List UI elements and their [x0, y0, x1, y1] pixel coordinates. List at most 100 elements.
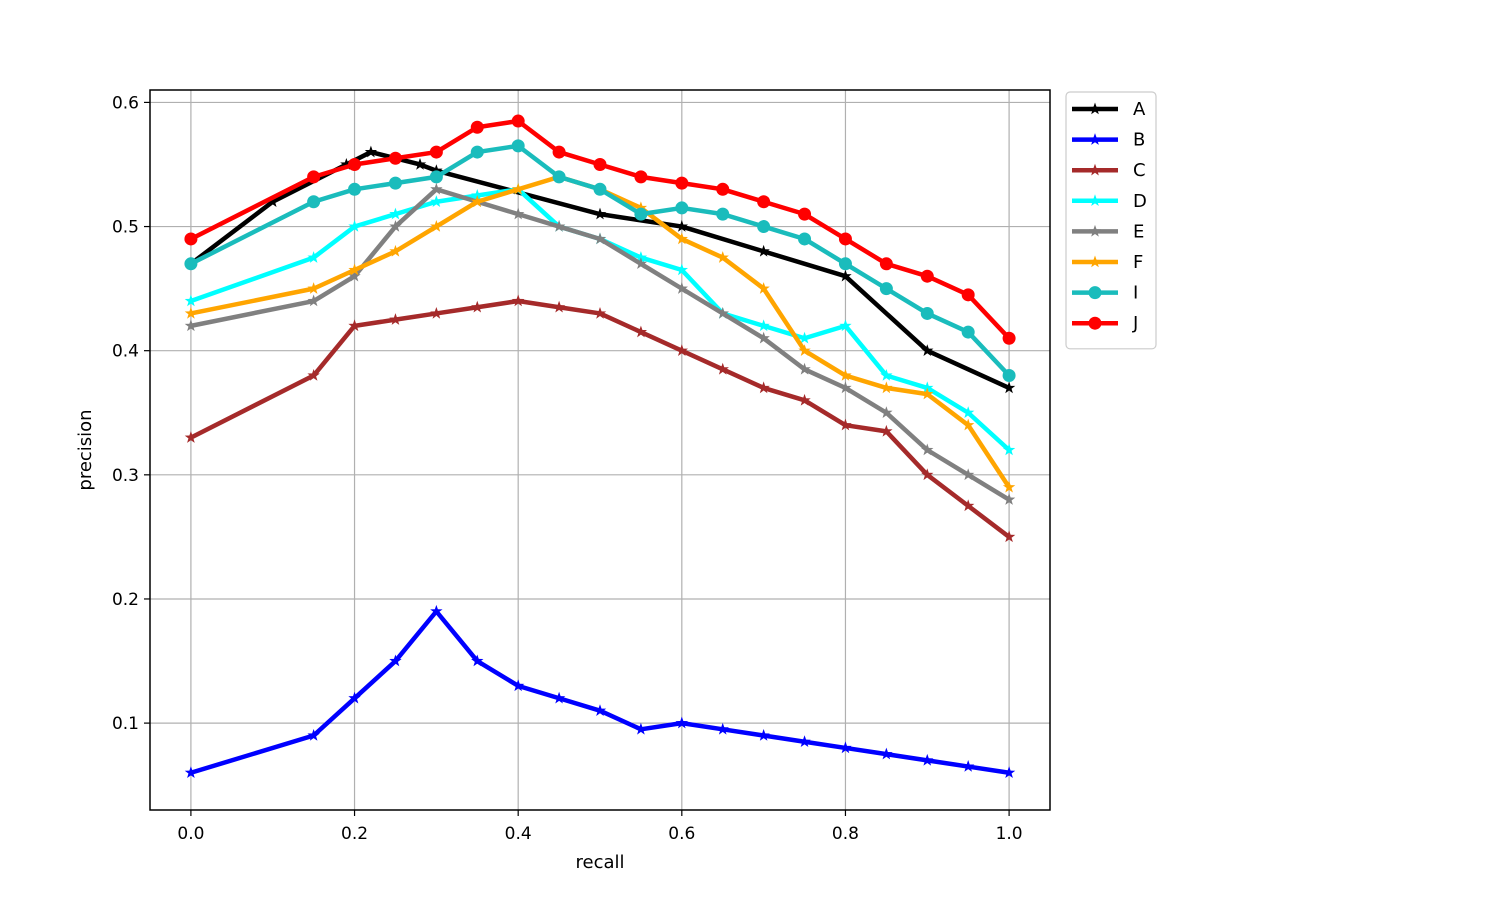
- data-point-c: [634, 325, 648, 338]
- data-point-c: [593, 306, 607, 319]
- data-point-d: [471, 189, 484, 201]
- legend-marker-i: [1088, 286, 1102, 300]
- data-point-f: [962, 418, 975, 431]
- data-point-e: [389, 220, 402, 232]
- y-tick-label: 0.1: [112, 714, 139, 734]
- data-point-e: [430, 182, 443, 195]
- y-axis-label: precision: [75, 409, 96, 490]
- legend-marker-a: [1088, 102, 1102, 115]
- data-point-e: [307, 294, 320, 307]
- data-point-f: [880, 381, 893, 394]
- x-axis-label: recall: [575, 852, 624, 873]
- legend-label-i: I: [1133, 283, 1138, 304]
- data-point-i: [675, 201, 689, 215]
- data-point-d: [184, 294, 198, 307]
- data-point-i: [634, 207, 648, 221]
- data-point-e: [716, 306, 729, 319]
- data-point-f: [921, 387, 934, 400]
- data-point-a: [1002, 381, 1016, 394]
- data-point-j: [716, 182, 730, 196]
- data-point-a: [340, 157, 353, 170]
- data-point-e: [880, 406, 893, 419]
- data-point-i: [838, 257, 852, 271]
- data-point-b: [307, 729, 320, 741]
- data-point-c: [921, 468, 934, 481]
- data-point-b: [471, 654, 484, 667]
- data-point-f: [675, 232, 688, 245]
- data-point-b: [962, 760, 975, 772]
- data-point-a: [675, 220, 688, 232]
- data-point-b: [593, 704, 607, 716]
- data-point-b: [839, 741, 852, 754]
- data-point-i: [184, 257, 198, 271]
- data-point-c: [1002, 530, 1016, 543]
- data-point-j: [593, 157, 607, 171]
- data-point-c: [880, 424, 893, 437]
- data-point-f: [307, 282, 320, 294]
- data-point-c: [307, 369, 320, 381]
- data-point-i: [961, 325, 975, 339]
- legend-item-c: C: [1072, 160, 1146, 181]
- series-e: [184, 182, 1016, 505]
- data-point-j: [307, 170, 321, 184]
- data-point-d: [798, 331, 811, 344]
- legend-label-f: F: [1133, 252, 1143, 273]
- data-point-f: [184, 306, 198, 319]
- data-point-i: [470, 145, 484, 159]
- legend-item-a: A: [1072, 99, 1146, 120]
- data-point-e: [675, 282, 688, 294]
- data-point-i: [593, 182, 607, 196]
- data-point-c: [962, 499, 975, 512]
- data-point-j: [879, 257, 893, 271]
- data-point-d: [675, 263, 688, 276]
- data-point-i: [798, 232, 812, 246]
- legend-marker-d: [1088, 194, 1102, 207]
- data-point-e: [634, 257, 648, 270]
- legend-item-f: F: [1072, 252, 1143, 273]
- data-point-b: [430, 604, 443, 617]
- data-point-j: [838, 232, 852, 246]
- x-tick-label: 1.0: [996, 824, 1023, 844]
- data-point-c: [184, 431, 198, 443]
- data-point-a: [593, 207, 607, 220]
- legend-marker-f: [1088, 255, 1102, 268]
- series-layer: [184, 114, 1016, 779]
- data-point-j: [184, 232, 198, 246]
- data-point-b: [1002, 766, 1016, 779]
- data-point-f: [716, 251, 729, 263]
- data-point-b: [716, 722, 729, 735]
- data-point-e: [552, 220, 566, 232]
- data-point-j: [348, 157, 362, 171]
- data-point-j: [798, 207, 812, 221]
- data-point-e: [348, 269, 361, 282]
- data-point-c: [552, 300, 566, 313]
- data-point-j: [757, 195, 771, 209]
- legend-label-e: E: [1133, 221, 1144, 242]
- data-point-d: [880, 369, 893, 381]
- data-point-e: [593, 232, 607, 245]
- legend-label-b: B: [1133, 130, 1145, 151]
- legend-label-c: C: [1133, 160, 1146, 181]
- x-tick-label: 0.2: [341, 824, 368, 844]
- data-point-j: [511, 114, 525, 128]
- series-c: [184, 294, 1016, 543]
- data-point-e: [839, 381, 852, 394]
- y-tick-label: 0.3: [112, 466, 139, 486]
- data-point-j: [675, 176, 689, 190]
- data-point-i: [348, 182, 362, 196]
- data-point-b: [798, 735, 811, 747]
- data-point-b: [348, 691, 361, 704]
- data-point-f: [798, 344, 811, 356]
- data-point-i: [716, 207, 730, 221]
- data-point-c: [798, 393, 811, 406]
- data-point-f: [430, 220, 443, 232]
- data-point-e: [757, 331, 770, 344]
- x-tick-label: 0.4: [505, 824, 532, 844]
- data-point-b: [184, 766, 198, 779]
- data-point-j: [470, 120, 484, 134]
- data-point-a: [364, 145, 378, 158]
- legend-label-d: D: [1133, 191, 1147, 212]
- data-point-e: [184, 319, 198, 332]
